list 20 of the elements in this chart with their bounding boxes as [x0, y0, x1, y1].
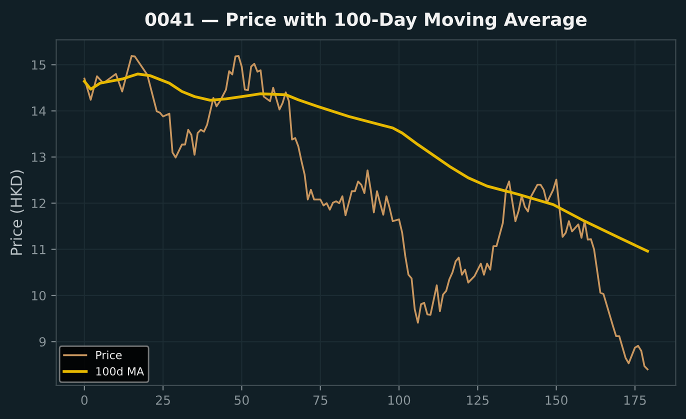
y-tick-label: 14 — [32, 106, 46, 116]
x-tick-label: 125 — [467, 395, 489, 405]
x-tick-label: 25 — [156, 395, 170, 405]
x-tick-label: 150 — [546, 395, 568, 405]
x-tick-label: 50 — [234, 395, 249, 405]
y-axis-title: Price (HKD) — [10, 170, 24, 255]
x-tick-label: 100 — [388, 395, 410, 405]
x-tick-label: 75 — [313, 396, 328, 405]
y-tick-label: 9 — [39, 337, 46, 347]
legend-label: Price — [96, 350, 122, 360]
y-tick-label: 10 — [32, 290, 46, 300]
legend-label: 100d MA — [96, 366, 144, 376]
y-tick-label: 15 — [32, 60, 46, 70]
x-tick-label: 0 — [81, 395, 88, 405]
line-series — [83, 72, 649, 253]
y-tick-label: 12 — [32, 198, 46, 208]
x-tick-label: 175 — [624, 396, 646, 405]
y-tick-label: 13 — [32, 152, 46, 162]
chart-title: 0041 — Price with 100-Day Moving Average — [145, 12, 587, 30]
y-tick-label: 11 — [32, 244, 46, 254]
